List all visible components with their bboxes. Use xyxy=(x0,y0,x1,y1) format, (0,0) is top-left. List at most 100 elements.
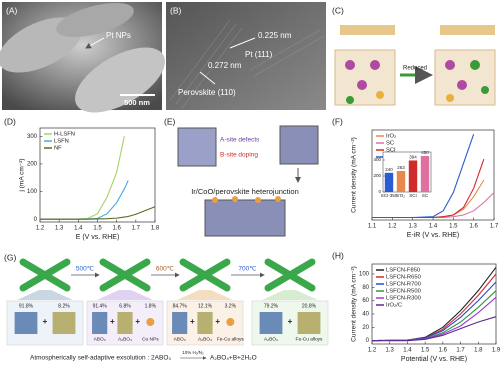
catalyst-x xyxy=(19,258,71,292)
fraction: 79.2% xyxy=(264,303,279,309)
y-tick-label: 200 xyxy=(373,173,381,178)
plot-frame xyxy=(371,263,497,345)
y-axis-label: Current density (mA cm⁻²) xyxy=(351,137,358,213)
x-tick-label: 1.3 xyxy=(386,348,395,354)
rod xyxy=(56,2,134,38)
plus: + xyxy=(110,317,115,326)
series-line xyxy=(371,296,497,342)
y-tick-label: 200 xyxy=(27,162,38,168)
x-tick-label: 1.3 xyxy=(55,226,64,232)
condition: 10% H₂/N₂ xyxy=(182,350,204,355)
legend-label: SC xyxy=(386,141,394,147)
beam xyxy=(262,290,318,300)
panel-c: (C) Reduced xyxy=(332,5,496,106)
crystal xyxy=(177,127,217,167)
x-axis-label: E (V vs. RHE) xyxy=(76,234,120,241)
legend-label: IrO₂ xyxy=(386,134,396,140)
temperature: 700℃ xyxy=(238,266,257,273)
x-tick-label: 1.5 xyxy=(421,348,430,354)
bar-category: SC xyxy=(422,193,429,198)
x-tick-label: 1.3 xyxy=(408,224,417,230)
particle xyxy=(226,318,235,326)
legend-label: LSFCN-R500 xyxy=(386,289,421,295)
scale-text: 500 nm xyxy=(124,98,150,107)
y-tick-label: 80 xyxy=(362,285,369,291)
y-tick-label: 20 xyxy=(362,325,369,331)
x-tick-label: 1.2 xyxy=(368,348,377,354)
phase-block xyxy=(172,312,188,334)
temperature: 500℃ xyxy=(76,266,95,273)
legend-label: IrO₂/C xyxy=(386,303,402,309)
panel-label: (B) xyxy=(170,5,182,15)
beam xyxy=(97,290,153,300)
annotation: Pt NPs xyxy=(106,31,131,40)
spacing: 0.272 nm xyxy=(208,61,242,70)
catalyst-x xyxy=(264,258,316,292)
beam xyxy=(177,290,233,300)
series-line xyxy=(40,180,129,220)
x-tick-label: 1.2 xyxy=(388,224,397,230)
phase: Fe-Cu alloys xyxy=(296,336,324,342)
bar-category: SCI-350 xyxy=(381,193,398,198)
legend-label: LSFCN-F850 xyxy=(386,268,420,274)
phase-block xyxy=(117,312,133,334)
series-line xyxy=(40,136,125,220)
series-line xyxy=(372,316,497,342)
x-tick-label: 1.7 xyxy=(132,226,141,232)
bar-value: 263 xyxy=(397,165,405,170)
plane: Pt (111) xyxy=(245,50,273,59)
defects: A-site defects xyxy=(220,137,260,144)
panel-label: (F) xyxy=(332,116,343,126)
bar xyxy=(384,172,394,192)
legend-label: LSFN xyxy=(54,139,69,145)
panel-label: (C) xyxy=(332,5,344,15)
plus: + xyxy=(288,317,293,326)
x-tick-label: 1.7 xyxy=(490,224,499,230)
x-tick-label: 1.8 xyxy=(474,348,483,354)
legend-label: H-LSFN xyxy=(54,132,75,138)
fraction: 20.8% xyxy=(302,303,317,309)
x-axis-label: Potential (V vs. RHE) xyxy=(401,356,467,363)
panel-g: (G) 500℃ 600℃ 700℃ 91.8% +8.2% 91.4% ABO₃ +6.8%… xyxy=(4,252,329,362)
bar-category: IrO₂ xyxy=(397,193,405,198)
spacing: 0.225 nm xyxy=(258,31,292,40)
lattice-left xyxy=(334,25,396,106)
x-tick-label: 1.8 xyxy=(151,226,160,232)
measure xyxy=(199,71,216,85)
x-tick-label: 1.4 xyxy=(74,226,83,232)
x-tick-label: 1.6 xyxy=(469,224,478,230)
legend-label: NF xyxy=(54,146,62,152)
phase-block xyxy=(197,312,213,334)
x-tick-label: 1.7 xyxy=(456,348,465,354)
phase-block xyxy=(14,312,38,334)
rod xyxy=(75,47,165,113)
y-tick-label: 300 xyxy=(27,134,38,140)
y-tick-label: 100 xyxy=(359,272,370,278)
panel-label: (D) xyxy=(4,116,16,126)
y-tick-label: 400 xyxy=(373,157,381,162)
legend-label: LSFCN-R700 xyxy=(386,282,421,288)
doping: B-site doping xyxy=(220,152,258,159)
plus: + xyxy=(190,317,195,326)
x-tick-label: 1.4 xyxy=(403,348,412,354)
measure xyxy=(229,37,256,49)
x-tick-label: 1.2 xyxy=(36,226,45,232)
bar-value: 394 xyxy=(409,155,417,160)
plus: + xyxy=(43,317,48,326)
panel-label: (G) xyxy=(4,252,16,262)
fraction: 3.2% xyxy=(225,303,237,309)
x-tick-label: 1.6 xyxy=(112,226,121,232)
legend-label: SCI xyxy=(386,148,396,154)
fraction: 6.8% xyxy=(119,303,131,309)
fraction: 1.8% xyxy=(145,303,157,309)
x-tick-label: 1.4 xyxy=(429,224,438,230)
y-tick-label: 60 xyxy=(362,298,369,304)
panel-a: (A) Pt NPs 500 nm xyxy=(0,2,165,113)
legend-label: LSFCN-R300 xyxy=(386,296,421,302)
y-axis-label: j (mA cm⁻²) xyxy=(19,158,26,192)
phase-block xyxy=(259,312,283,334)
y-tick-label: 0 xyxy=(34,217,38,223)
phase: Fe-Cu alloys xyxy=(217,336,245,342)
plus: + xyxy=(215,317,220,326)
